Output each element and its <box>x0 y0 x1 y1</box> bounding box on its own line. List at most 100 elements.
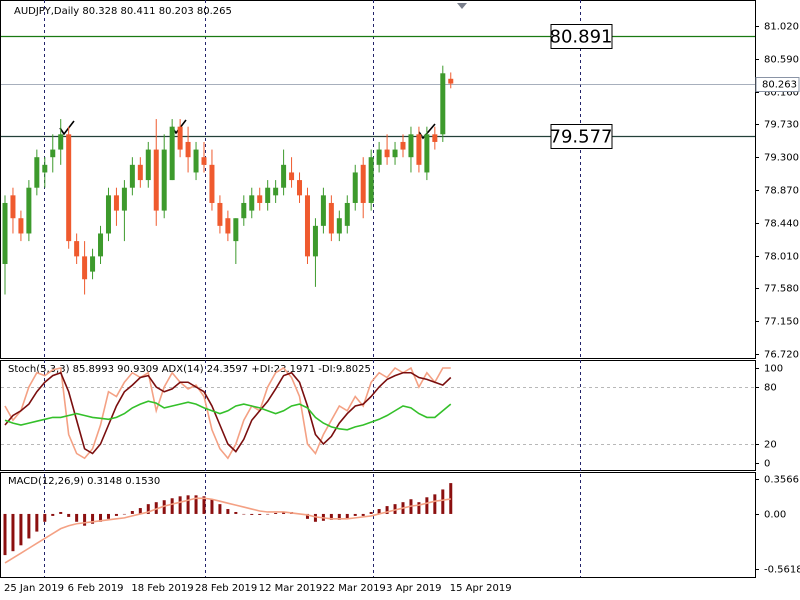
histogram-bar <box>154 502 158 514</box>
candle-body <box>360 164 366 203</box>
histogram-bar <box>138 508 142 514</box>
candle-body <box>113 195 119 211</box>
candle-body <box>34 157 40 188</box>
histogram-bar <box>210 499 214 514</box>
histogram-bar <box>67 513 71 517</box>
histogram-bar <box>417 502 421 514</box>
candle-body <box>42 164 48 173</box>
histogram-bar <box>130 511 134 514</box>
histogram-bar <box>282 511 286 514</box>
level-label-box <box>550 24 613 49</box>
candle-body <box>249 195 255 211</box>
candle-body <box>312 225 318 257</box>
histogram-bar <box>329 513 333 520</box>
histogram-bar <box>449 483 453 514</box>
histogram-bar <box>425 497 429 514</box>
indicator-title: MACD(12,26,9) 0.3148 0.1530 <box>8 476 160 487</box>
candle-body <box>137 164 143 181</box>
histogram-bar <box>19 513 23 546</box>
histogram-bar <box>258 513 262 515</box>
histogram-bar <box>226 509 230 514</box>
candle-body <box>376 149 382 165</box>
histogram-bar <box>345 513 349 519</box>
histogram-bar <box>170 498 174 514</box>
check-mark <box>418 123 436 140</box>
candle-body <box>177 126 183 150</box>
candle-body <box>448 78 454 84</box>
histogram-bar <box>75 513 79 522</box>
histogram-bar <box>242 513 246 515</box>
histogram-bar <box>11 513 15 552</box>
candle-body <box>26 187 32 234</box>
candle-body <box>10 195 16 219</box>
candle-body <box>336 218 342 234</box>
y-tick-label: -0.5618 <box>764 565 800 576</box>
candle-body <box>105 195 111 234</box>
x-tick-label: 25 Jan 2019 <box>4 583 64 594</box>
y-tick-label: 77.150 <box>764 317 799 328</box>
candle-body <box>424 134 430 173</box>
candle-body <box>98 233 104 257</box>
candle-body <box>289 172 295 181</box>
period-separators <box>44 0 581 577</box>
y-tick-label: 77.580 <box>764 284 799 295</box>
x-tick-label: 12 Mar 2019 <box>259 583 322 594</box>
x-tick-label: 28 Feb 2019 <box>195 583 257 594</box>
current-price-box <box>755 77 800 92</box>
histogram-bar <box>106 513 110 519</box>
candle-body <box>233 218 239 242</box>
candle-body <box>161 149 167 211</box>
chart-title: AUDJPY,Daily 80.328 80.411 80.203 80.265 <box>14 6 232 17</box>
histogram-bar <box>433 494 437 514</box>
candle-body <box>440 73 446 135</box>
histogram-bar <box>250 513 254 515</box>
candle-body <box>2 202 8 264</box>
histogram-bar <box>3 513 7 556</box>
x-tick-label: 6 Feb 2019 <box>68 583 124 594</box>
candle-body <box>217 202 223 226</box>
y-tick-label: 76.720 <box>764 350 799 361</box>
candle-body <box>209 164 215 203</box>
candle-body <box>384 149 390 158</box>
histogram-bar <box>146 504 150 514</box>
candle-body <box>201 157 207 165</box>
candle-body <box>344 202 350 226</box>
histogram-bar <box>361 513 365 516</box>
level-label: 79.577 <box>550 127 613 148</box>
histogram-bar <box>51 513 55 516</box>
y-tick-label: 20 <box>764 440 777 451</box>
candle-body <box>328 202 334 234</box>
candle-body <box>58 134 64 150</box>
histogram-bar <box>393 504 397 514</box>
price-pane <box>0 0 756 359</box>
candle-body <box>400 141 406 150</box>
candle-body <box>257 195 263 203</box>
candle-body <box>392 149 398 158</box>
candle-body <box>185 141 191 158</box>
indicator-title: Stoch(5,3,3) 85.8993 90.9309 ADX(14) 24.… <box>8 364 371 375</box>
histogram-bar <box>441 489 445 514</box>
level-label-box <box>550 124 613 149</box>
candle-body <box>320 195 326 226</box>
histogram-bar <box>35 513 39 532</box>
check-mark <box>59 120 75 136</box>
signal-line <box>4 497 451 564</box>
candle-body <box>50 149 56 158</box>
histogram-bar <box>194 495 198 514</box>
candle-body <box>273 187 279 196</box>
candle-body <box>18 218 24 234</box>
histogram-bar <box>377 509 381 514</box>
candle-body <box>225 218 231 234</box>
candle-body <box>352 172 358 203</box>
candle-body <box>169 126 175 181</box>
histogram-bar <box>274 512 278 514</box>
y-tick-label: 80.160 <box>764 88 799 99</box>
y-tick-label: 79.300 <box>764 153 799 164</box>
candle-body <box>297 180 303 196</box>
indicator-line <box>4 371 452 455</box>
histogram-bar <box>91 513 95 524</box>
histogram-bar <box>266 513 270 515</box>
y-tick-label: 0.3566 <box>764 475 799 486</box>
candle-body <box>82 256 88 280</box>
